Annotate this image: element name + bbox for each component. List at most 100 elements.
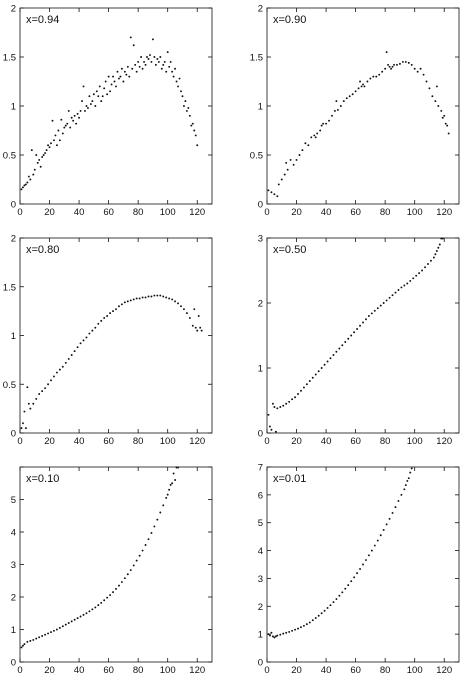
data-point: [302, 386, 305, 389]
data-point: [329, 357, 332, 360]
data-point: [64, 361, 67, 364]
data-point: [418, 272, 421, 275]
data-point: [269, 425, 271, 428]
data-point: [289, 158, 292, 161]
data-point: [162, 63, 165, 66]
data-point: [35, 637, 38, 640]
data-point: [187, 107, 190, 109]
data-point: [437, 105, 440, 107]
data-point: [331, 114, 333, 117]
y-tick-label: 2: [258, 299, 263, 310]
x-tick-label: 60: [350, 207, 361, 218]
data-point: [61, 365, 64, 368]
data-point: [443, 114, 446, 117]
data-point: [107, 75, 110, 78]
data-point: [22, 422, 24, 425]
data-point: [413, 67, 416, 70]
data-point: [200, 329, 203, 332]
data-point: [388, 296, 391, 299]
data-point: [379, 304, 382, 307]
data-point: [184, 100, 187, 103]
data-point: [286, 168, 289, 171]
data-point: [171, 482, 174, 485]
data-point: [313, 134, 316, 137]
x-tick-label: 80: [380, 665, 391, 676]
data-point: [120, 581, 123, 583]
data-point: [85, 336, 88, 339]
data-point: [115, 85, 117, 88]
data-point: [147, 538, 150, 541]
data-point: [150, 60, 153, 63]
data-point: [169, 60, 172, 63]
x-tick-label: 60: [350, 436, 361, 447]
data-point: [353, 576, 356, 579]
data-point: [350, 580, 353, 583]
data-point: [50, 142, 52, 145]
data-point: [153, 525, 156, 528]
data-point: [393, 63, 395, 66]
data-point: [273, 406, 276, 408]
data-point: [279, 633, 282, 636]
y-tick-label: 7: [258, 463, 263, 474]
data-point: [94, 326, 97, 329]
x-tick-label: 120: [436, 665, 452, 676]
data-point: [400, 286, 403, 289]
data-point: [370, 312, 373, 315]
data-point: [109, 90, 112, 93]
y-tick-label: 0: [11, 200, 16, 211]
data-point: [378, 73, 381, 76]
x-tick-label: 60: [350, 665, 361, 676]
data-point: [178, 77, 181, 80]
data-point: [70, 354, 73, 356]
data-point: [435, 85, 438, 88]
data-point: [317, 370, 320, 373]
y-tick-label: 4: [258, 546, 263, 557]
data-point: [146, 56, 148, 58]
data-point: [347, 337, 350, 340]
data-point: [292, 163, 295, 166]
data-point: [165, 496, 168, 499]
data-point: [141, 549, 144, 552]
data-point: [182, 105, 185, 107]
data-point: [35, 154, 38, 156]
data-point: [174, 67, 177, 70]
x-tick-label: 80: [380, 207, 391, 218]
data-point: [135, 297, 138, 300]
data-point: [42, 154, 45, 156]
panel-label: x=0.80: [26, 244, 59, 256]
data-point: [103, 87, 106, 90]
x-tick-label: 0: [17, 207, 22, 218]
x-tick-label: 60: [103, 207, 114, 218]
data-point: [297, 393, 299, 395]
data-point: [44, 387, 47, 390]
data-point: [75, 122, 78, 125]
data-point: [61, 132, 64, 135]
data-point: [434, 100, 437, 103]
data-point: [39, 165, 42, 168]
data-point: [22, 186, 24, 189]
data-point: [285, 631, 288, 634]
panel-1: 0 20 40 60 80 100 120 0 0.5 1 1.5 2 x=0.94: [3, 4, 213, 218]
y-tick-label: 1: [258, 364, 263, 375]
data-point: [323, 363, 326, 366]
data-point: [193, 308, 196, 311]
x-tick-label: 60: [103, 665, 114, 676]
data-point: [122, 80, 125, 83]
data-point: [69, 126, 72, 129]
data-point: [29, 178, 32, 181]
data-point: [288, 630, 291, 633]
y-tick-label: 5: [11, 495, 16, 506]
data-point: [82, 339, 85, 342]
panel-3: 0 20 40 60 80 100 120 0 0.5 1 1.5 2 x=0.80: [3, 234, 213, 447]
data-point: [138, 554, 141, 557]
data-point: [447, 132, 450, 135]
data-point: [267, 189, 270, 192]
data-point: [97, 95, 100, 98]
data-point: [168, 65, 171, 68]
data-point: [44, 633, 47, 636]
data-point: [159, 56, 162, 58]
data-point: [271, 402, 274, 405]
data-point: [320, 367, 323, 369]
data-point: [356, 572, 359, 575]
